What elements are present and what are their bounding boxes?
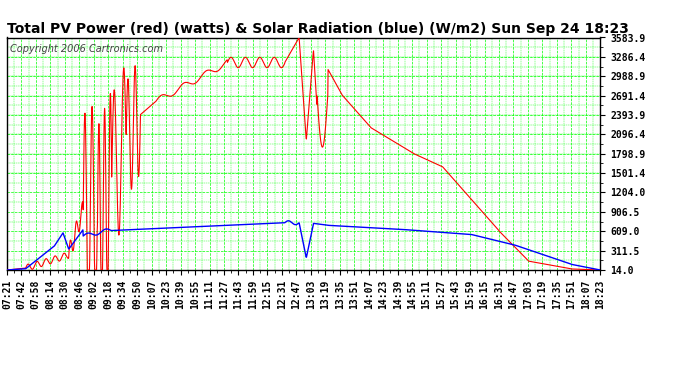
Text: Copyright 2006 Cartronics.com: Copyright 2006 Cartronics.com (10, 45, 163, 54)
Text: Total PV Power (red) (watts) & Solar Radiation (blue) (W/m2) Sun Sep 24 18:23: Total PV Power (red) (watts) & Solar Rad… (7, 22, 629, 36)
